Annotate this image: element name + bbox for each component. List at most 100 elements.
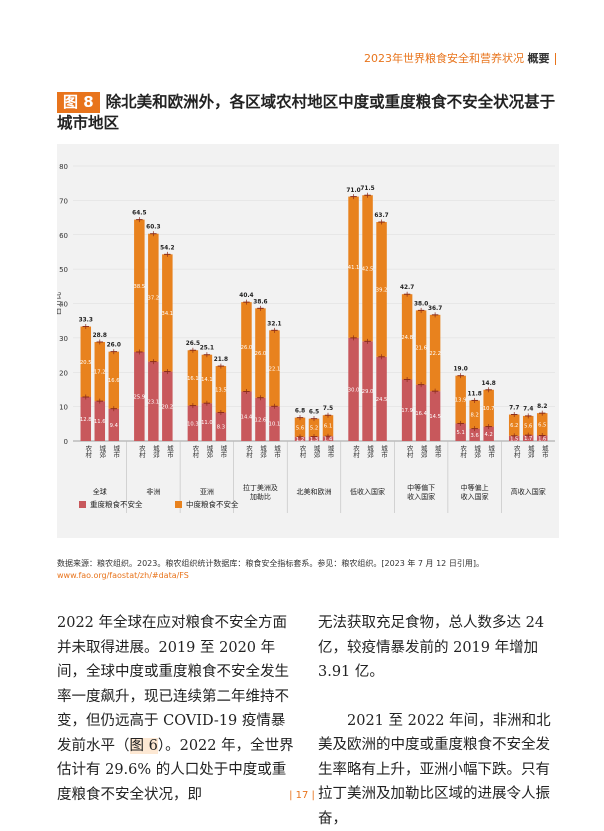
total-label: 6.8 <box>295 409 305 415</box>
bar-severe <box>201 403 213 441</box>
legend-swatch-moderate <box>175 501 182 508</box>
group-label: 低收入国家 <box>350 487 385 496</box>
y-tick-label: 10 <box>59 404 68 412</box>
severe-label: 14.5 <box>429 414 441 420</box>
bar-moderate <box>522 415 534 436</box>
total-label: 33.3 <box>79 318 93 324</box>
bar-moderate <box>187 350 199 406</box>
bar-severe <box>269 406 280 441</box>
source-link[interactable]: www.fao.org/faostat/zh/#data/FS <box>57 571 189 580</box>
subcategory-label: 城市 <box>326 445 334 460</box>
bar-moderate <box>429 314 441 392</box>
subcategory-label: 城郊 <box>151 445 159 460</box>
bar-moderate <box>401 294 413 380</box>
moderate-label: 16.6 <box>108 378 120 384</box>
bar-severe <box>429 391 441 441</box>
moderate-label: 21.6 <box>415 346 427 352</box>
moderate-label: 10.7 <box>483 406 495 412</box>
severe-label: 12.6 <box>255 417 267 423</box>
page-number: | 17 | <box>289 790 315 801</box>
subcategory-label: 城市 <box>219 445 227 460</box>
moderate-label: 42.5 <box>362 266 374 272</box>
subcategory-label: 农村 <box>298 444 306 459</box>
total-label: 71.0 <box>346 188 360 194</box>
group-label: 中等偏下收入国家 <box>407 483 435 501</box>
moderate-label: 14.1 <box>201 377 213 383</box>
bar-moderate <box>215 366 227 413</box>
bar-moderate <box>108 351 120 409</box>
bar-severe <box>148 361 159 441</box>
moderate-label: 13.9 <box>455 398 467 404</box>
moderate-label: 37.2 <box>148 296 160 302</box>
legend-label-severe: 重度粮食不安全 <box>90 499 143 509</box>
total-label: 36.7 <box>428 306 442 312</box>
figure-notes: 数据来源：粮农组织。2023。粮农组织统计数据库：粮食安全指标套系。参见：粮农组… <box>57 558 559 582</box>
bar-moderate <box>415 310 427 385</box>
bar-severe <box>483 426 494 441</box>
y-tick-label: 50 <box>59 266 68 274</box>
bar-severe <box>536 435 548 441</box>
bar-moderate <box>469 400 480 429</box>
header-title: 2023年世界粮食安全和营养状况 <box>364 52 524 65</box>
severe-label: 25.9 <box>134 394 146 400</box>
total-label: 63.7 <box>374 213 388 219</box>
bar-moderate <box>148 233 159 362</box>
total-label: 54.2 <box>160 246 174 252</box>
group-label: 非洲 <box>146 487 160 496</box>
y-tick-label: 30 <box>59 335 68 343</box>
figure-badge: 图 8 <box>57 92 100 113</box>
bar-moderate <box>508 414 520 436</box>
bar-moderate <box>308 418 320 437</box>
bar-severe <box>94 401 106 441</box>
subcategory-label: 城市 <box>433 445 441 460</box>
legend-swatch-severe <box>79 501 86 508</box>
moderate-label: 22.2 <box>429 351 441 357</box>
bar-moderate <box>362 195 373 342</box>
moderate-label: 39.2 <box>376 287 388 293</box>
subcategory-label: 城郊 <box>366 445 374 460</box>
total-label: 25.1 <box>200 346 214 352</box>
y-tick-label: 20 <box>59 369 68 377</box>
severe-label: 29.0 <box>362 389 374 395</box>
total-label: 7.4 <box>523 407 533 413</box>
group-label: 拉丁美洲及加勒比 <box>243 483 278 501</box>
bar-severe <box>162 371 173 441</box>
figure-title-block: 图 8 除北美和欧洲外，各区域农村地区中度或重度粮食不安全状况甚于城市地区 <box>57 92 557 134</box>
moderate-label: 6.2 <box>510 423 518 429</box>
subcategory-label: 农村 <box>352 444 360 459</box>
total-label: 71.5 <box>360 186 374 192</box>
moderate-label: 24.8 <box>401 335 413 341</box>
subcategory-label: 城市 <box>165 445 173 460</box>
moderate-label: 38.5 <box>134 284 146 290</box>
subcategory-label: 城市 <box>380 445 388 460</box>
bar-severe <box>415 384 427 441</box>
total-label: 14.8 <box>482 381 496 387</box>
moderate-label: 17.2 <box>94 370 106 376</box>
bar-severe <box>255 397 266 441</box>
severe-label: 20.2 <box>162 404 174 410</box>
moderate-label: 20.5 <box>80 360 92 366</box>
subcategory-label: 城市 <box>112 445 120 460</box>
moderate-label: 8.2 <box>471 413 479 419</box>
subcategory-label: 农村 <box>137 444 145 459</box>
bar-moderate <box>376 222 387 357</box>
moderate-label: 22.1 <box>269 366 281 372</box>
bar-moderate <box>255 308 266 398</box>
total-label: 32.1 <box>267 322 281 328</box>
bar-severe <box>241 391 252 441</box>
bar-severe <box>348 337 359 441</box>
total-label: 38.0 <box>414 301 428 307</box>
moderate-label: 13.5 <box>215 387 227 393</box>
severe-label: 12.8 <box>80 417 92 423</box>
bar-moderate <box>94 342 106 402</box>
moderate-label: 26.0 <box>255 351 267 357</box>
bar-severe <box>108 408 120 441</box>
severe-label: 17.9 <box>401 408 413 414</box>
bar-moderate <box>536 413 548 436</box>
figure-6-link[interactable]: 图 6 <box>129 737 158 754</box>
severe-label: 30.0 <box>348 387 360 393</box>
bar-moderate <box>134 219 145 352</box>
group-label: 亚洲 <box>200 488 214 496</box>
total-label: 60.3 <box>146 225 160 231</box>
total-label: 19.0 <box>454 367 468 373</box>
